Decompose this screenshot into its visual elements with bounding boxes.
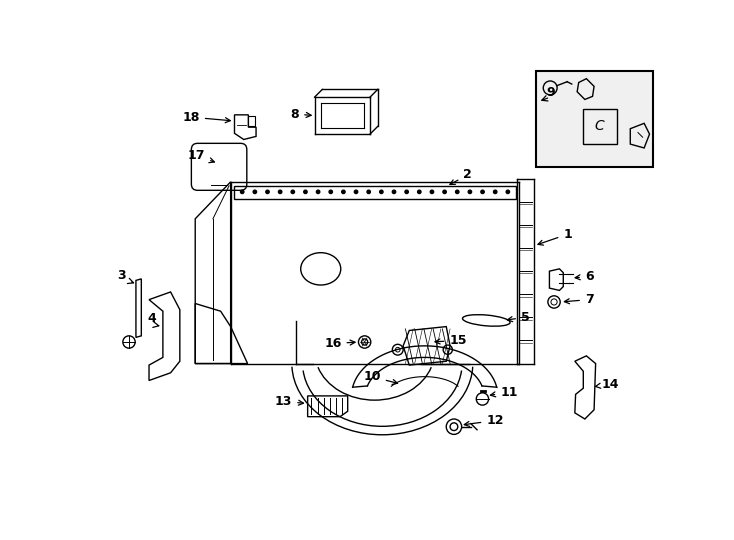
Circle shape (316, 190, 320, 193)
Circle shape (493, 190, 497, 193)
Text: 2: 2 (450, 168, 472, 185)
Circle shape (291, 190, 294, 193)
Text: 8: 8 (291, 107, 311, 120)
Circle shape (405, 190, 408, 193)
Circle shape (367, 190, 371, 193)
Text: 12: 12 (464, 414, 504, 427)
Circle shape (355, 190, 357, 193)
Circle shape (481, 190, 484, 193)
Text: 11: 11 (490, 386, 517, 399)
Text: 9: 9 (546, 86, 554, 99)
Circle shape (456, 190, 459, 193)
Circle shape (253, 190, 257, 193)
Text: 4: 4 (147, 313, 156, 326)
Text: 10: 10 (363, 370, 398, 384)
Circle shape (342, 190, 345, 193)
Circle shape (379, 190, 383, 193)
Circle shape (329, 190, 333, 193)
Circle shape (304, 190, 307, 193)
Circle shape (443, 190, 446, 193)
Text: 14: 14 (595, 378, 619, 391)
Text: 3: 3 (117, 269, 126, 282)
Text: C: C (595, 119, 604, 133)
Bar (583, 110, 617, 144)
Circle shape (430, 190, 434, 193)
Circle shape (266, 190, 269, 193)
Circle shape (392, 190, 396, 193)
Text: 7: 7 (564, 293, 594, 306)
Circle shape (506, 190, 509, 193)
Circle shape (468, 190, 471, 193)
Text: 6: 6 (575, 270, 594, 283)
Text: 5: 5 (507, 311, 530, 324)
Text: 16: 16 (324, 337, 355, 350)
Circle shape (241, 190, 244, 193)
Text: 15: 15 (435, 334, 467, 347)
Bar (537, 71, 653, 167)
Text: 1: 1 (538, 228, 572, 245)
Bar (248, 117, 255, 126)
Text: 17: 17 (188, 149, 214, 163)
Text: 18: 18 (183, 111, 230, 124)
Circle shape (278, 190, 282, 193)
Text: 13: 13 (275, 395, 303, 408)
Circle shape (418, 190, 421, 193)
